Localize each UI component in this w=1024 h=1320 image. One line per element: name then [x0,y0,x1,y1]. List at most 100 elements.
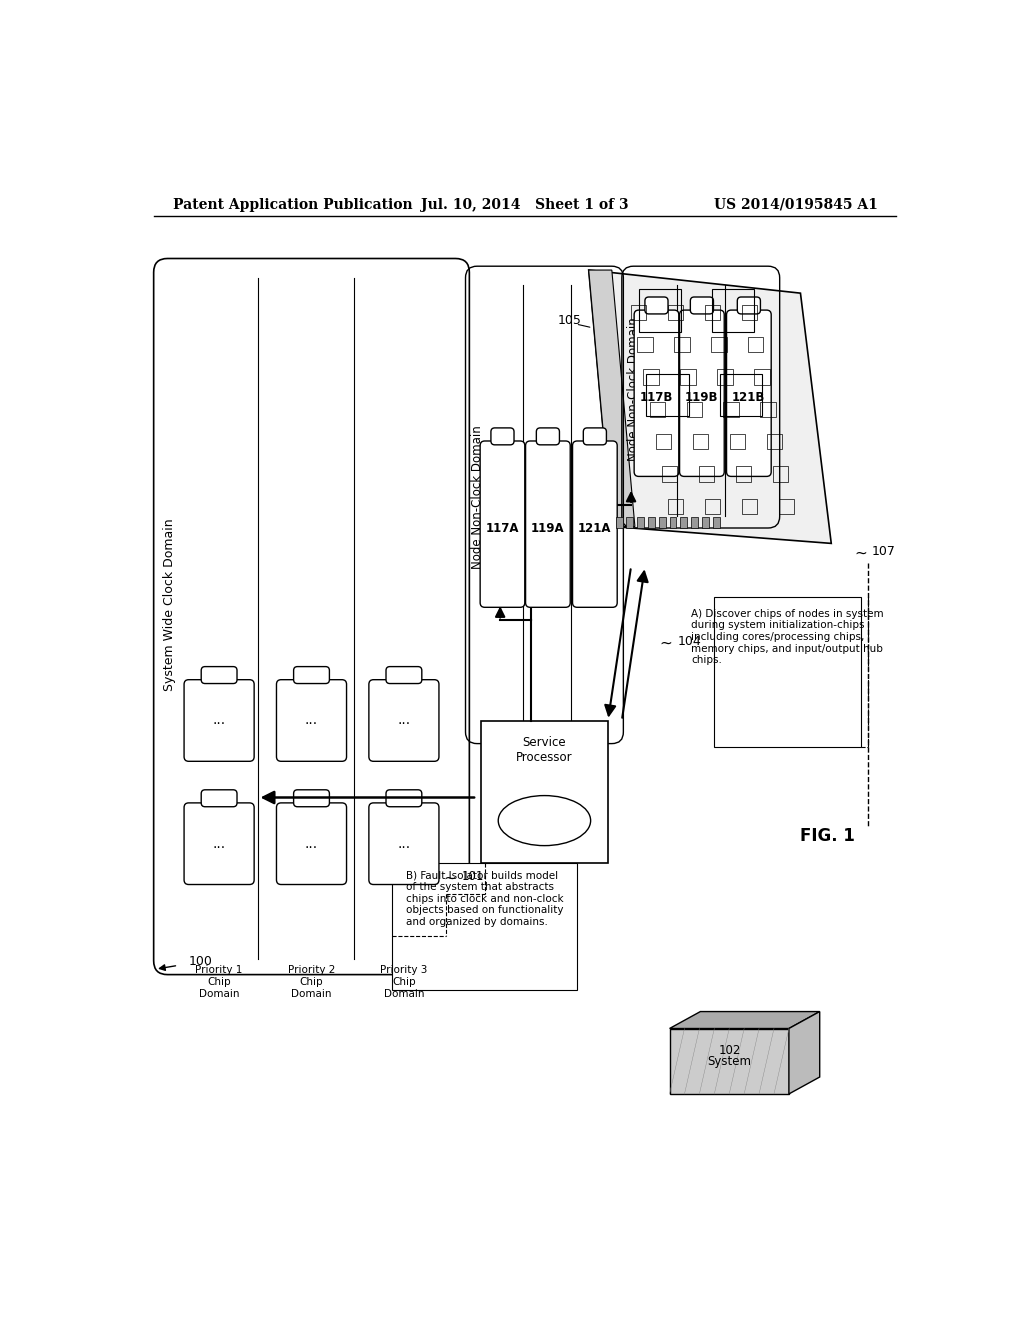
Bar [736,466,752,482]
Bar [691,517,698,528]
Bar [639,289,681,331]
Text: 111: 111 [211,850,232,861]
Bar [749,337,764,352]
Text: ...: ... [213,837,225,850]
Bar [730,434,745,449]
FancyBboxPatch shape [645,297,668,314]
FancyBboxPatch shape [201,667,237,684]
Text: FIG. 1: FIG. 1 [800,828,855,845]
Text: 102: 102 [719,1044,740,1056]
FancyBboxPatch shape [386,667,422,684]
FancyBboxPatch shape [727,310,771,477]
FancyArrowPatch shape [496,609,505,618]
Bar [646,374,689,416]
FancyArrowPatch shape [623,572,647,718]
Bar [712,289,755,331]
Text: 107: 107 [871,545,895,557]
Text: US 2014/0195845 A1: US 2014/0195845 A1 [714,198,878,211]
Text: 105: 105 [557,314,582,326]
Text: B) Fault Isolator builds model
of the system that abstracts
chips into clock and: B) Fault Isolator builds model of the sy… [406,871,563,927]
Bar [717,370,733,385]
Bar [714,597,860,747]
Bar [761,401,776,417]
FancyBboxPatch shape [369,803,439,884]
FancyBboxPatch shape [184,680,254,762]
FancyArrowPatch shape [605,569,631,715]
Text: 119B: 119B [685,391,719,404]
Bar [692,434,708,449]
Text: ~: ~ [189,847,203,863]
Bar [680,517,687,528]
FancyBboxPatch shape [369,680,439,762]
Bar [668,499,683,515]
FancyBboxPatch shape [294,667,330,684]
Text: ...: ... [397,714,411,727]
FancyArrowPatch shape [160,965,175,970]
Polygon shape [589,271,831,544]
FancyBboxPatch shape [584,428,606,445]
Text: A) Discover chips of nodes in system
during system initialization-chips
includin: A) Discover chips of nodes in system dur… [691,609,884,665]
Polygon shape [670,1011,819,1028]
Bar [701,517,709,528]
Text: Priority 1
Chip
Domain: Priority 1 Chip Domain [196,965,243,998]
FancyBboxPatch shape [634,310,679,477]
Text: Patent Application Publication: Patent Application Publication [173,198,413,211]
Text: 113: 113 [304,850,325,861]
Bar [711,337,727,352]
Text: 104: 104 [677,635,701,648]
Bar [698,466,714,482]
Bar [767,434,782,449]
Bar [392,863,578,990]
FancyBboxPatch shape [276,803,346,884]
Text: 103: 103 [534,808,555,818]
FancyBboxPatch shape [737,297,761,314]
Bar [662,466,677,482]
Text: ...: ... [397,837,411,850]
FancyBboxPatch shape [184,803,254,884]
Bar [615,517,623,528]
Bar [481,721,608,863]
FancyBboxPatch shape [201,789,237,807]
Text: 100: 100 [188,954,212,968]
FancyBboxPatch shape [386,789,422,807]
Text: Jul. 10, 2014   Sheet 1 of 3: Jul. 10, 2014 Sheet 1 of 3 [421,198,629,211]
Bar [668,305,683,321]
Text: ~: ~ [375,847,387,863]
Bar [637,337,652,352]
FancyBboxPatch shape [690,297,714,314]
Text: 115: 115 [396,850,417,861]
Bar [658,517,666,528]
Bar [720,374,762,416]
Text: System: System [708,1055,752,1068]
Text: ...: ... [305,714,318,727]
FancyArrowPatch shape [627,494,635,502]
Bar [649,401,665,417]
Text: Priority 3
Chip
Domain: Priority 3 Chip Domain [380,965,428,998]
FancyBboxPatch shape [294,789,330,807]
Bar [773,466,788,482]
Bar [779,499,795,515]
Text: Priority 2
Chip
Domain: Priority 2 Chip Domain [288,965,335,998]
Bar [627,517,634,528]
Text: ...: ... [213,714,225,727]
Text: 121A: 121A [579,521,611,535]
Bar [755,370,770,385]
Polygon shape [589,271,635,527]
Bar [686,401,701,417]
Bar [648,517,655,528]
Bar [742,499,758,515]
Text: 117B: 117B [640,391,673,404]
Bar [713,517,720,528]
Bar [670,517,677,528]
Text: Service
Processor: Service Processor [516,735,572,764]
Bar [674,337,689,352]
Bar [655,434,671,449]
FancyBboxPatch shape [525,441,570,607]
Polygon shape [788,1011,819,1094]
Bar [637,517,644,528]
Bar [724,401,739,417]
Text: ...: ... [305,837,318,850]
Bar [705,305,720,321]
Text: System Wide Clock Domain: System Wide Clock Domain [163,519,175,692]
Ellipse shape [499,796,591,846]
